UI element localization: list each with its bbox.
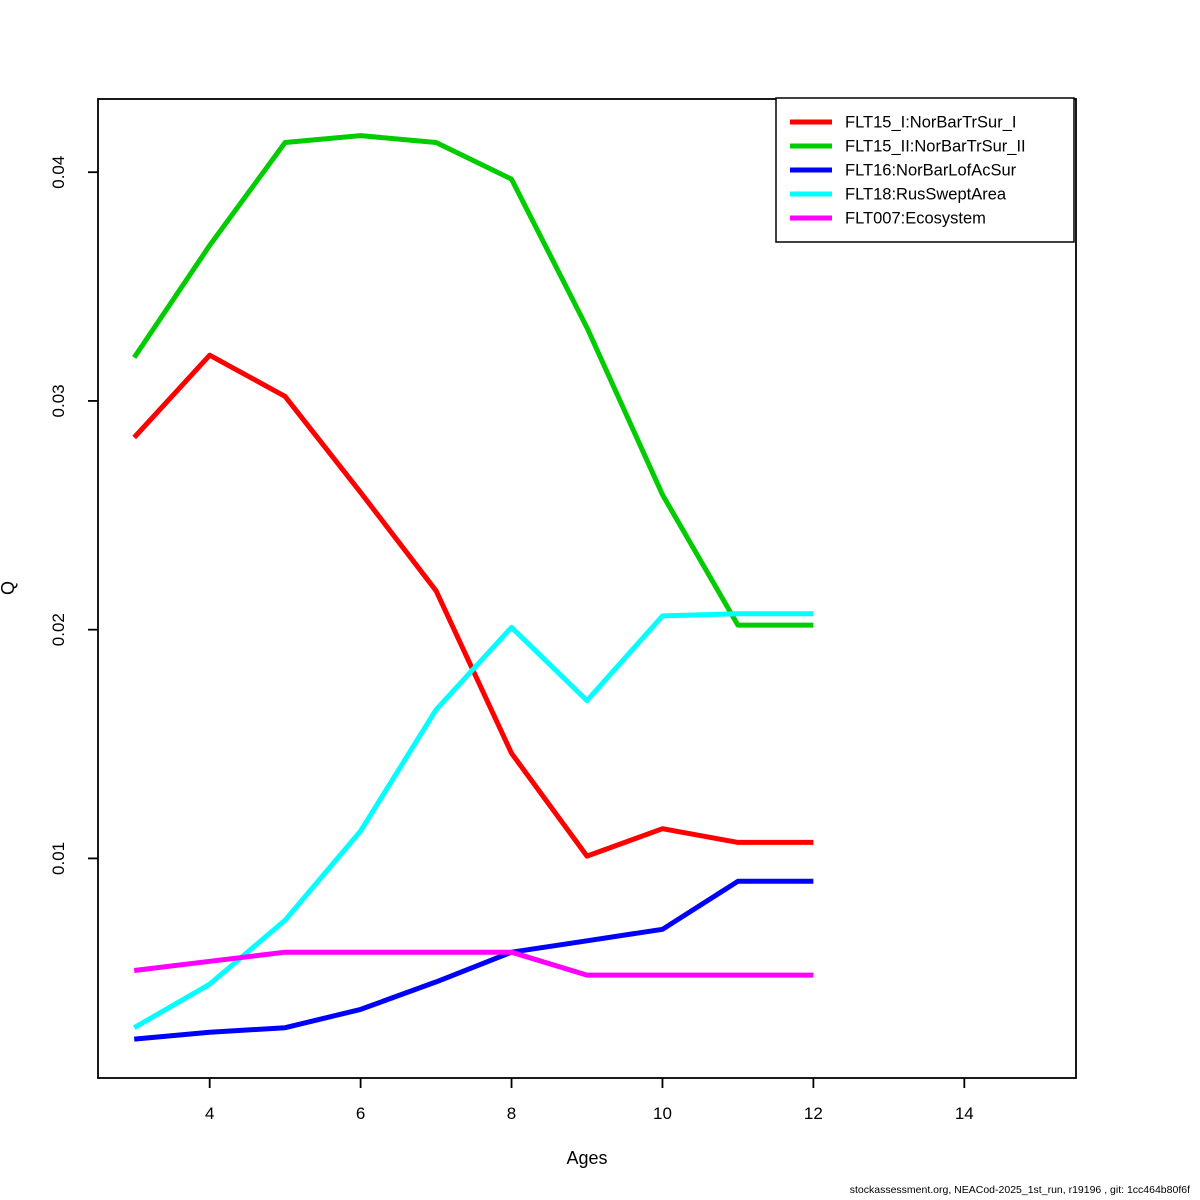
y-tick-label: 0.03 [49,384,68,417]
series-line-FLT15_II [132,133,814,628]
series-line-FLT16 [133,878,814,1042]
legend-label-FLT18: FLT18:RusSweptArea [845,186,1007,204]
y-axis: 0.01 0.02 0.03 0.04 [49,156,98,875]
x-tick-label: 14 [955,1104,974,1123]
y-tick-label: 0.01 [49,842,68,875]
legend: FLT15_I:NorBarTrSur_I FLT15_II:NorBarTrSu… [775,97,1075,243]
series-line-FLT007 [133,949,814,978]
x-tick-label: 4 [205,1104,214,1123]
y-tick-label: 0.04 [49,156,68,189]
legend-label-FLT15_II: FLT15_II:NorBarTrSur_II [845,138,1026,156]
series-lines [132,133,814,1042]
footer-credit-text: stockassessment.org, NEACod-2025_1st_run… [850,1184,1190,1196]
y-tick-label: 0.02 [49,613,68,646]
series-line-FLT15_I [132,352,814,859]
y-axis-title: Q [0,581,18,595]
legend-label-FLT15_I: FLT15_I:NorBarTrSur_I [845,114,1016,132]
x-tick-label: 10 [653,1104,672,1123]
x-tick-label: 6 [356,1104,365,1123]
x-axis: 4 6 8 10 12 14 [205,1078,974,1123]
x-tick-label: 8 [507,1104,516,1123]
plot-border [97,98,1077,1079]
x-axis-title: Ages [566,1148,607,1168]
legend-label-FLT16: FLT16:NorBarLofAcSur [845,162,1017,180]
series-line-FLT18 [132,611,814,1030]
legend-label-FLT007: FLT007:Ecosystem [845,210,986,228]
x-tick-label: 12 [804,1104,823,1123]
